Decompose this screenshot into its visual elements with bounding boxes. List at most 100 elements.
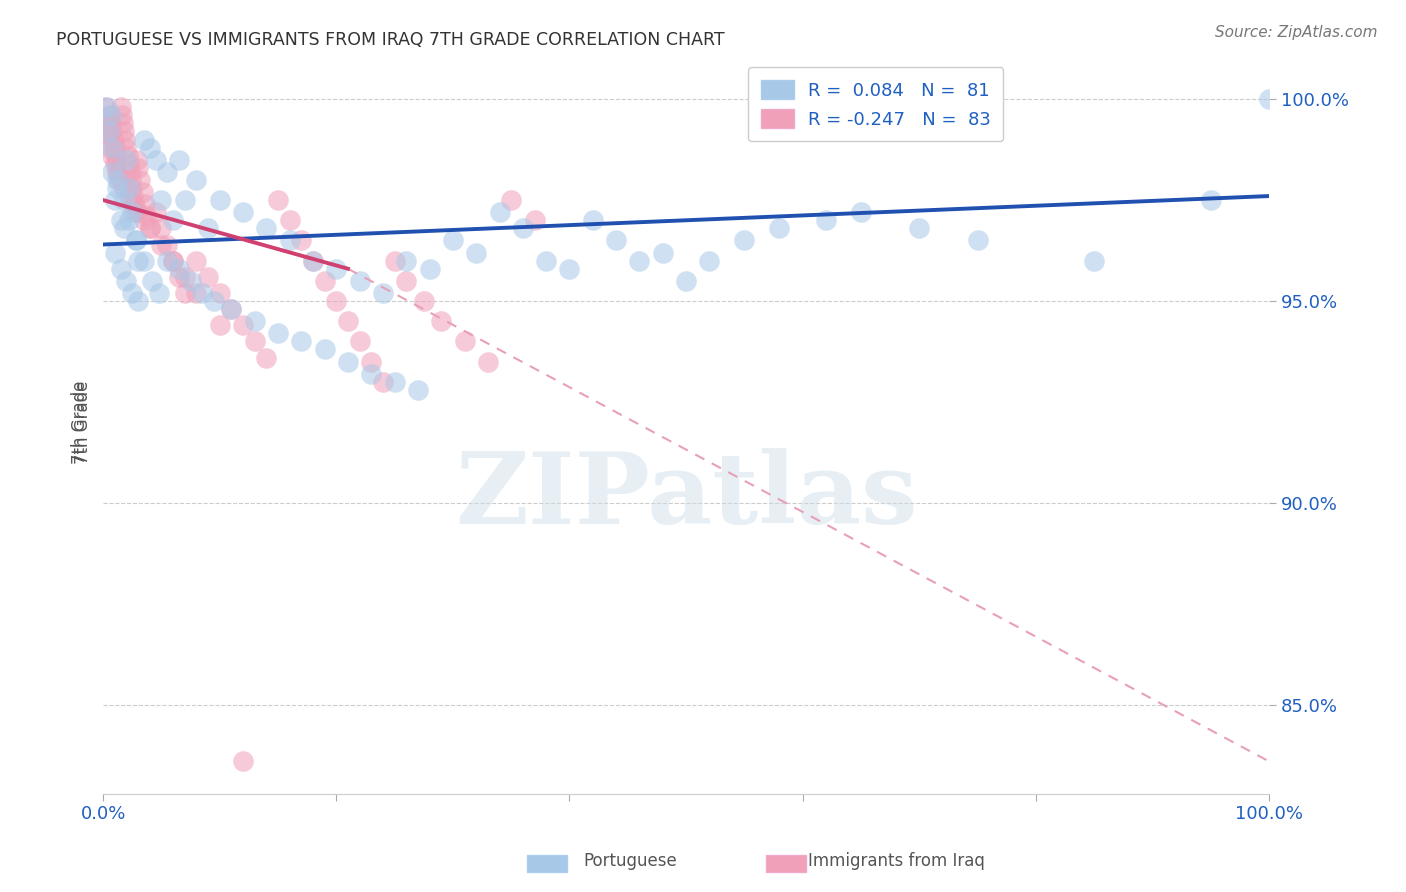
- Point: [94, 100, 117, 114]
- Point: [127, 161, 149, 175]
- Point: [628, 253, 651, 268]
- Point: [162, 213, 184, 227]
- Point: [167, 261, 190, 276]
- Point: [125, 234, 148, 248]
- Point: [129, 173, 152, 187]
- Point: [97, 124, 120, 138]
- Point: [254, 351, 277, 365]
- Point: [103, 132, 125, 146]
- Point: [127, 293, 149, 308]
- Point: [173, 193, 195, 207]
- Point: [167, 269, 190, 284]
- Point: [127, 253, 149, 268]
- Point: [104, 245, 127, 260]
- Point: [314, 274, 336, 288]
- Point: [384, 253, 406, 268]
- Point: [314, 343, 336, 357]
- Point: [112, 193, 135, 207]
- Point: [453, 334, 475, 349]
- Point: [101, 140, 124, 154]
- Y-axis label: 7th Grade: 7th Grade: [75, 381, 91, 464]
- Point: [336, 314, 359, 328]
- Point: [243, 334, 266, 349]
- Point: [156, 237, 179, 252]
- Point: [605, 234, 627, 248]
- Point: [412, 293, 434, 308]
- Point: [371, 285, 394, 300]
- Point: [97, 132, 120, 146]
- Point: [101, 149, 124, 163]
- Text: Source: ZipAtlas.com: Source: ZipAtlas.com: [1215, 25, 1378, 40]
- Legend: R =  0.084   N =  81, R = -0.247   N =  83: R = 0.084 N = 81, R = -0.247 N = 83: [748, 67, 1004, 141]
- Point: [111, 116, 134, 130]
- Point: [325, 261, 347, 276]
- Point: [814, 213, 837, 227]
- Point: [112, 124, 135, 138]
- Point: [115, 274, 138, 288]
- Point: [104, 193, 127, 207]
- Point: [558, 261, 581, 276]
- Point: [110, 261, 132, 276]
- Point: [1083, 253, 1105, 268]
- Point: [395, 253, 418, 268]
- Point: [278, 213, 301, 227]
- Point: [132, 253, 155, 268]
- Point: [488, 205, 510, 219]
- Point: [118, 165, 141, 179]
- Point: [162, 253, 184, 268]
- Point: [117, 149, 139, 163]
- Point: [1199, 193, 1222, 207]
- Point: [349, 274, 371, 288]
- Point: [156, 253, 179, 268]
- Point: [96, 100, 118, 114]
- Point: [118, 213, 141, 227]
- Point: [167, 153, 190, 167]
- Point: [105, 173, 128, 187]
- Point: [122, 197, 145, 211]
- Point: [110, 100, 132, 114]
- Point: [675, 274, 697, 288]
- Point: [232, 755, 254, 769]
- Point: [98, 108, 121, 122]
- Point: [139, 221, 162, 235]
- Point: [221, 302, 243, 317]
- Point: [114, 132, 136, 146]
- Point: [121, 285, 143, 300]
- Point: [101, 165, 124, 179]
- Point: [111, 108, 134, 122]
- Point: [441, 234, 464, 248]
- Text: PORTUGUESE VS IMMIGRANTS FROM IRAQ 7TH GRADE CORRELATION CHART: PORTUGUESE VS IMMIGRANTS FROM IRAQ 7TH G…: [56, 31, 725, 49]
- Text: ZIPatlas: ZIPatlas: [454, 448, 917, 545]
- Point: [208, 285, 231, 300]
- Point: [302, 253, 325, 268]
- Point: [145, 205, 167, 219]
- Point: [208, 318, 231, 333]
- Point: [430, 314, 453, 328]
- Point: [97, 128, 120, 143]
- Point: [966, 234, 988, 248]
- Point: [115, 140, 138, 154]
- Y-axis label: 7th Grade: 7th Grade: [72, 381, 89, 464]
- Point: [768, 221, 790, 235]
- Point: [104, 149, 127, 163]
- Point: [1258, 92, 1281, 106]
- Point: [104, 157, 127, 171]
- Point: [325, 293, 347, 308]
- Point: [360, 367, 382, 381]
- Point: [150, 193, 173, 207]
- Point: [105, 181, 128, 195]
- Point: [136, 209, 159, 223]
- Point: [186, 285, 208, 300]
- Point: [267, 193, 290, 207]
- Point: [101, 124, 124, 138]
- Point: [849, 205, 872, 219]
- Point: [139, 221, 162, 235]
- Point: [221, 302, 243, 317]
- Point: [336, 354, 359, 368]
- Point: [118, 181, 141, 195]
- Point: [651, 245, 673, 260]
- Point: [523, 213, 546, 227]
- Point: [107, 165, 129, 179]
- Point: [141, 274, 163, 288]
- Point: [132, 213, 155, 227]
